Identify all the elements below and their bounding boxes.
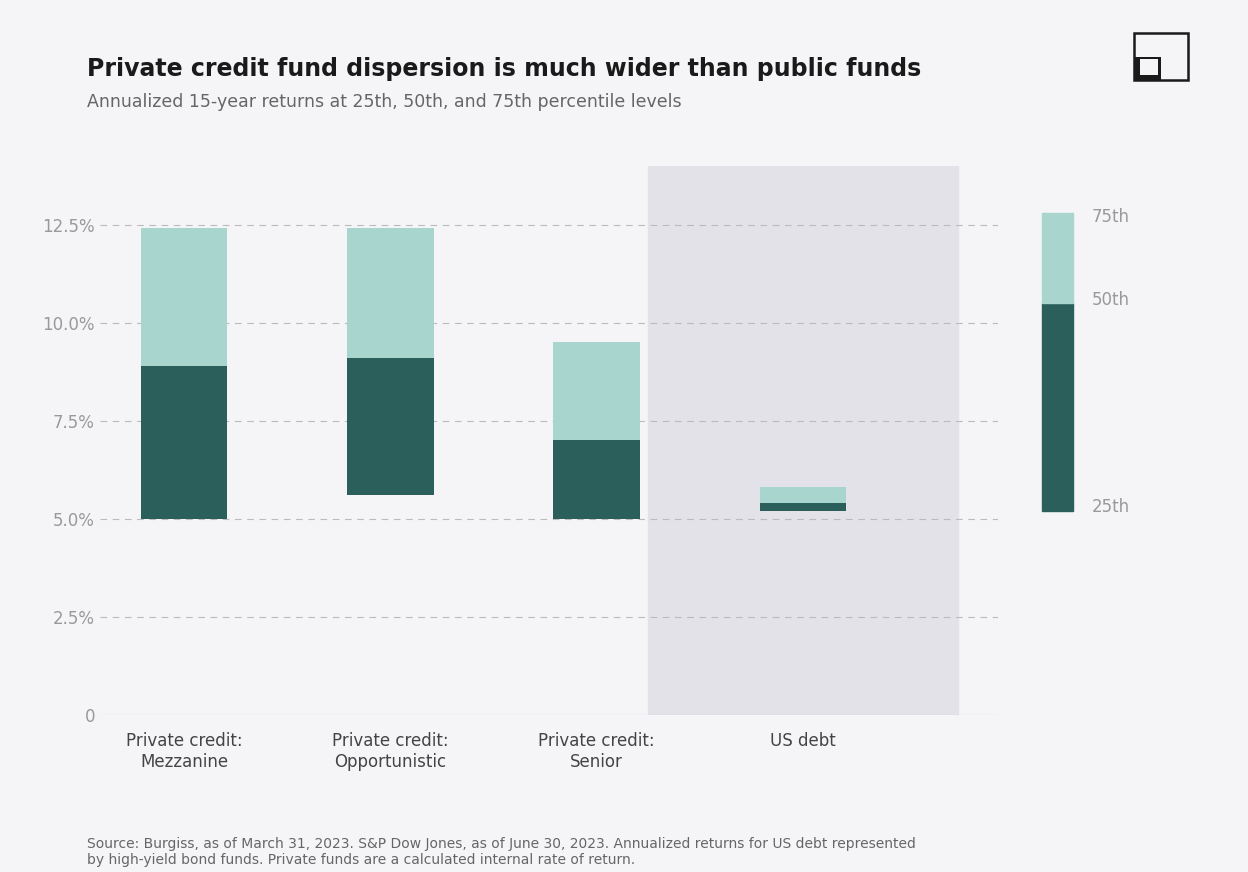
Text: Source: Burgiss, as of March 31, 2023. S&P Dow Jones, as of June 30, 2023. Annua: Source: Burgiss, as of March 31, 2023. S… [87,837,916,868]
Text: Annualized 15-year returns at 25th, 50th, and 75th percentile levels: Annualized 15-year returns at 25th, 50th… [87,93,681,112]
Text: 75th: 75th [1092,208,1129,226]
Bar [347,228,433,358]
Bar [760,487,846,503]
Bar [1139,59,1158,75]
Bar [141,228,227,365]
Bar [553,440,640,519]
Bar [553,342,640,440]
Text: 25th: 25th [1092,498,1131,515]
Text: Private credit fund dispersion is much wider than public funds: Private credit fund dispersion is much w… [87,57,921,81]
Text: 50th: 50th [1092,291,1129,310]
Bar [1133,57,1161,80]
Bar [760,503,846,511]
Bar [347,358,433,495]
Bar [648,166,957,715]
Bar [141,365,227,519]
